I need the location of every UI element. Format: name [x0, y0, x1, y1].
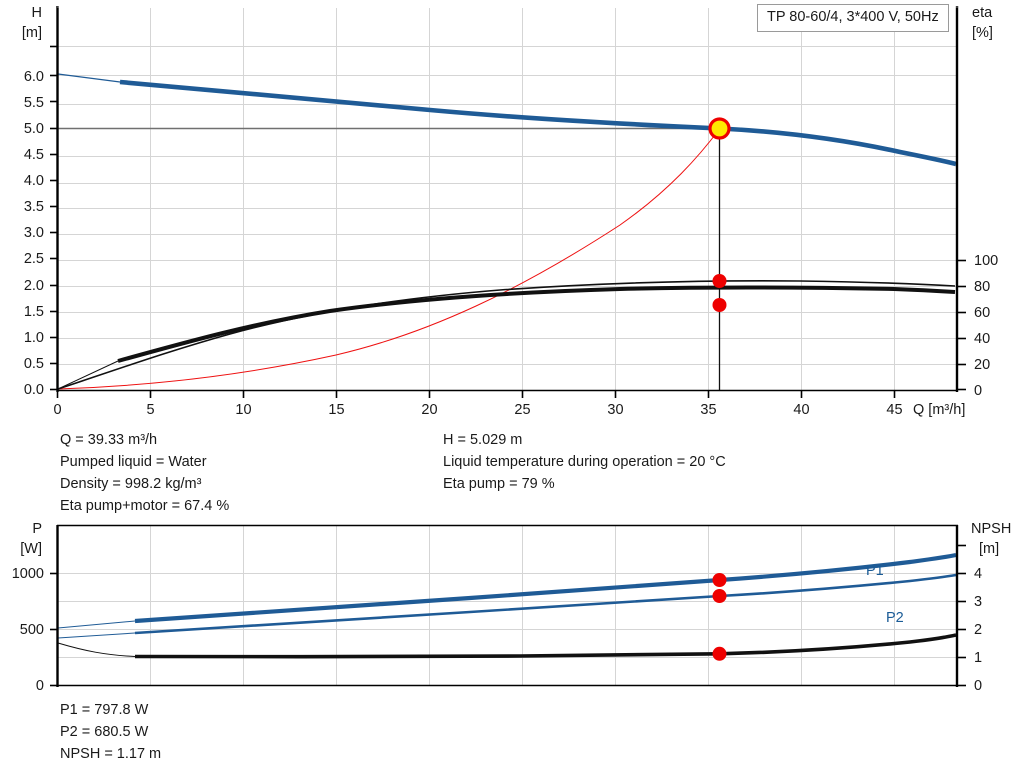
chart-title: TP 80-60/4, 3*400 V, 50Hz [767, 9, 939, 25]
upper-grid-horizontal [57, 46, 958, 365]
upper-eta-tick-100: 100 [974, 253, 998, 269]
p1-series-label: P1 [866, 563, 884, 579]
upper-y-left-axis-title-2: [m] [22, 25, 42, 41]
upper-x-tick-35: 35 [700, 402, 716, 418]
upper-x-tick-15: 15 [328, 402, 344, 418]
system-curve [57, 128, 720, 390]
lower-p-tick-500: 500 [20, 622, 44, 638]
info-eta-pump: Eta pump = 79 % [443, 476, 555, 492]
chart-title-box: TP 80-60/4, 3*400 V, 50Hz [757, 4, 949, 32]
eta-pump-point [712, 274, 727, 288]
lower-grid-vertical [150, 526, 895, 685]
upper-x-axis-title: Q [m³/h] [913, 402, 965, 418]
upper-eta-tick-20: 20 [974, 357, 990, 373]
upper-x-tick-0: 0 [53, 402, 61, 418]
lower-y-right-axis-title-2: [m] [979, 541, 999, 557]
upper-bottom-ticks [56, 390, 896, 398]
upper-eta-tick-0: 0 [974, 383, 982, 399]
p2-series-label: P2 [886, 610, 904, 626]
upper-y-tick-1.5: 1.5 [24, 304, 44, 320]
eta-pump-curve [57, 280, 956, 390]
info-pumped-liquid: Pumped liquid = Water [60, 454, 207, 470]
lower-y-left-axis-title-2: [W] [20, 541, 42, 557]
lower-plot-frame [56, 524, 959, 687]
upper-y-tick-5.0: 5.0 [24, 121, 44, 137]
p1-curve [134, 552, 957, 624]
upper-y-tick-2.5: 2.5 [24, 251, 44, 267]
upper-eta-tick-60: 60 [974, 305, 990, 321]
lower-chart: P [W] 1000 500 0 NPSH [m] 4 3 2 1 0 P1 P… [12, 521, 1012, 694]
lower-p-tick-1000: 1000 [12, 566, 44, 582]
info-liquid-temp: Liquid temperature during operation = 20… [443, 454, 726, 470]
p2-curve-thin [57, 632, 136, 639]
p2-curve [134, 573, 957, 635]
upper-y-tick-0.0: 0.0 [24, 382, 44, 398]
upper-y-tick-4.0: 4.0 [24, 173, 44, 189]
p2-point [712, 589, 727, 603]
lower-npsh-tick-3: 3 [974, 594, 982, 610]
info-q: Q = 39.33 m³/h [60, 432, 158, 448]
head-curve-thin [57, 73, 121, 83]
upper-right-ticks [957, 259, 966, 391]
eta-total-curve [117, 285, 956, 363]
npsh-curve [134, 633, 957, 659]
info-p1: P1 = 797.8 W [60, 702, 149, 718]
upper-x-tick-10: 10 [235, 402, 251, 418]
eta-total-point [712, 298, 727, 312]
upper-x-tick-45: 45 [886, 402, 902, 418]
upper-x-tick-30: 30 [607, 402, 623, 418]
info-eta-total: Eta pump+motor = 67.4 % [60, 498, 230, 514]
upper-y-right-axis-title-1: eta [972, 5, 993, 21]
lower-y-right-axis-title-1: NPSH [971, 521, 1011, 537]
upper-y-tick-1.0: 1.0 [24, 330, 44, 346]
lower-p-tick-0: 0 [36, 678, 44, 694]
npsh-point [712, 646, 727, 661]
upper-chart: H [m] 6.0 5.5 5.0 4.5 4.0 3.5 3.0 2.5 2.… [22, 5, 998, 418]
npsh-curve-thin [57, 642, 136, 657]
upper-y-tick-3.5: 3.5 [24, 199, 44, 215]
lower-right-ticks [957, 544, 966, 687]
upper-y-tick-2.0: 2.0 [24, 278, 44, 294]
upper-y-tick-4.5: 4.5 [24, 147, 44, 163]
upper-left-ticks [50, 45, 58, 391]
duty-point-marker[interactable] [708, 117, 731, 140]
upper-x-tick-25: 25 [514, 402, 530, 418]
upper-y-tick-3.0: 3.0 [24, 225, 44, 241]
upper-eta-tick-40: 40 [974, 331, 990, 347]
upper-x-tick-40: 40 [793, 402, 809, 418]
upper-grid-vertical [57, 8, 895, 390]
lower-npsh-tick-1: 1 [974, 650, 982, 666]
upper-y-tick-6.0: 6.0 [24, 69, 44, 85]
info-density: Density = 998.2 kg/m³ [60, 476, 202, 492]
upper-plot-frame [56, 6, 959, 392]
lower-npsh-tick-4: 4 [974, 566, 982, 582]
info-p2: P2 = 680.5 W [60, 724, 149, 740]
lower-y-left-axis-title-1: P [32, 521, 42, 537]
lower-npsh-tick-2: 2 [974, 622, 982, 638]
p1-curve-thin [57, 620, 136, 629]
upper-y-tick-5.5: 5.5 [24, 95, 44, 111]
upper-x-tick-20: 20 [421, 402, 437, 418]
p1-point [712, 573, 727, 587]
info-h: H = 5.029 m [443, 432, 523, 448]
upper-y-left-axis-title-1: H [32, 5, 42, 21]
upper-y-tick-0.5: 0.5 [24, 356, 44, 372]
lower-left-ticks [50, 572, 58, 687]
head-curve [119, 79, 957, 167]
info-npsh: NPSH = 1.17 m [60, 746, 162, 762]
eta-total-curve-thin [57, 360, 119, 390]
lower-npsh-tick-0: 0 [974, 678, 982, 694]
upper-eta-tick-80: 80 [974, 279, 990, 295]
upper-x-tick-5: 5 [146, 402, 154, 418]
upper-y-right-axis-title-2: [%] [972, 25, 993, 41]
